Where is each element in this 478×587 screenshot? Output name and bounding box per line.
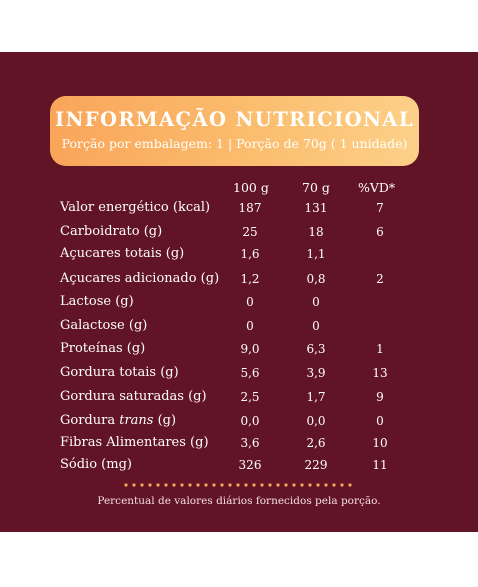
table-row-proteinas: Proteínas (g) 9,0 6,3 1 — [0, 341, 478, 363]
serving-info: Porção por embalagem: 1 | Porção de 70g … — [61, 136, 408, 151]
row-label: Açucares totais (g) — [60, 246, 185, 261]
value-100g: 2,5 — [240, 390, 260, 404]
table-row-lactose: Lactose (g) 0 0 — [0, 294, 478, 316]
dotted-divider — [122, 483, 354, 487]
value-100g: 5,6 — [240, 366, 260, 380]
table-row-sodio: Sódio (mg) 326 229 11 — [0, 457, 478, 479]
table-row-gordura-totais: Gordura totais (g) 5,6 3,9 13 — [0, 365, 478, 387]
table-row-acucares-totais: Açucares totais (g) 1,6 1,1 — [0, 246, 478, 268]
value-100g: 187 — [238, 201, 262, 215]
row-label: Galactose (g) — [60, 318, 148, 333]
row-label: Gordura saturadas (g) — [60, 389, 207, 404]
row-label: Carboidrato (g) — [60, 224, 163, 239]
row-label: Gordura totais (g) — [60, 365, 179, 380]
value-100g: 1,6 — [240, 247, 260, 261]
row-label: Fibras Alimentares (g) — [60, 435, 209, 450]
value-100g: 9,0 — [240, 342, 260, 356]
row-label: Proteínas (g) — [60, 341, 146, 356]
value-70g: 0,0 — [306, 414, 326, 428]
nutrition-panel: INFORMAÇÃO NUTRICIONAL Porção por embala… — [0, 52, 478, 532]
value-100g: 1,2 — [240, 272, 260, 286]
row-label: Valor energético (kcal) — [60, 200, 211, 215]
value-100g: 0,0 — [240, 414, 260, 428]
header-banner: INFORMAÇÃO NUTRICIONAL Porção por embala… — [50, 96, 419, 166]
value-70g: 3,9 — [306, 366, 326, 380]
column-header-100g: 100 g — [233, 180, 269, 195]
value-70g: 1,7 — [306, 390, 326, 404]
value-vd: 13 — [372, 366, 388, 380]
value-vd: 11 — [372, 458, 388, 472]
value-vd: 9 — [376, 390, 384, 404]
value-vd: 2 — [376, 272, 384, 286]
value-70g: 0 — [312, 295, 320, 309]
footnote: Percentual de valores diários fornecidos… — [97, 495, 381, 507]
table-row-fibras: Fibras Alimentares (g) 3,6 2,6 10 — [0, 435, 478, 457]
table-row-galactose: Galactose (g) 0 0 — [0, 318, 478, 340]
value-vd: 1 — [376, 342, 384, 356]
value-100g: 0 — [246, 319, 254, 333]
value-70g: 229 — [304, 458, 328, 472]
column-header-vd: %VD* — [358, 180, 396, 195]
row-label: Gordura trans (g) — [60, 413, 176, 428]
value-100g: 25 — [242, 225, 258, 239]
row-label: Sódio (mg) — [60, 457, 132, 472]
table-row-gordura-trans: Gordura trans (g) 0,0 0,0 0 — [0, 413, 478, 435]
page-title: INFORMAÇÃO NUTRICIONAL — [55, 108, 414, 131]
value-100g: 326 — [238, 458, 262, 472]
table-row-acucares-adicionado: Açucares adicionado (g) 1,2 0,8 2 — [0, 271, 478, 293]
row-label-suffix: (g) — [153, 413, 177, 428]
row-label-prefix: Gordura — [60, 413, 120, 428]
value-100g: 3,6 — [240, 436, 260, 450]
value-70g: 2,6 — [306, 436, 326, 450]
value-70g: 0,8 — [306, 272, 326, 286]
row-label-italic: trans — [119, 413, 154, 428]
value-70g: 0 — [312, 319, 320, 333]
value-70g: 6,3 — [306, 342, 326, 356]
value-vd: 6 — [376, 225, 384, 239]
value-vd: 10 — [372, 436, 388, 450]
row-label: Lactose (g) — [60, 294, 134, 309]
value-100g: 0 — [246, 295, 254, 309]
table-row-carboidrato: Carboidrato (g) 25 18 6 — [0, 224, 478, 246]
value-70g: 1,1 — [306, 247, 326, 261]
value-vd: 0 — [376, 414, 384, 428]
row-label: Açucares adicionado (g) — [60, 271, 220, 286]
value-vd: 7 — [376, 201, 384, 215]
value-70g: 131 — [304, 201, 328, 215]
table-row-gordura-saturadas: Gordura saturadas (g) 2,5 1,7 9 — [0, 389, 478, 411]
table-row-valor-energetico: Valor energético (kcal) 187 131 7 — [0, 200, 478, 222]
column-header-70g: 70 g — [302, 180, 330, 195]
value-70g: 18 — [308, 225, 324, 239]
